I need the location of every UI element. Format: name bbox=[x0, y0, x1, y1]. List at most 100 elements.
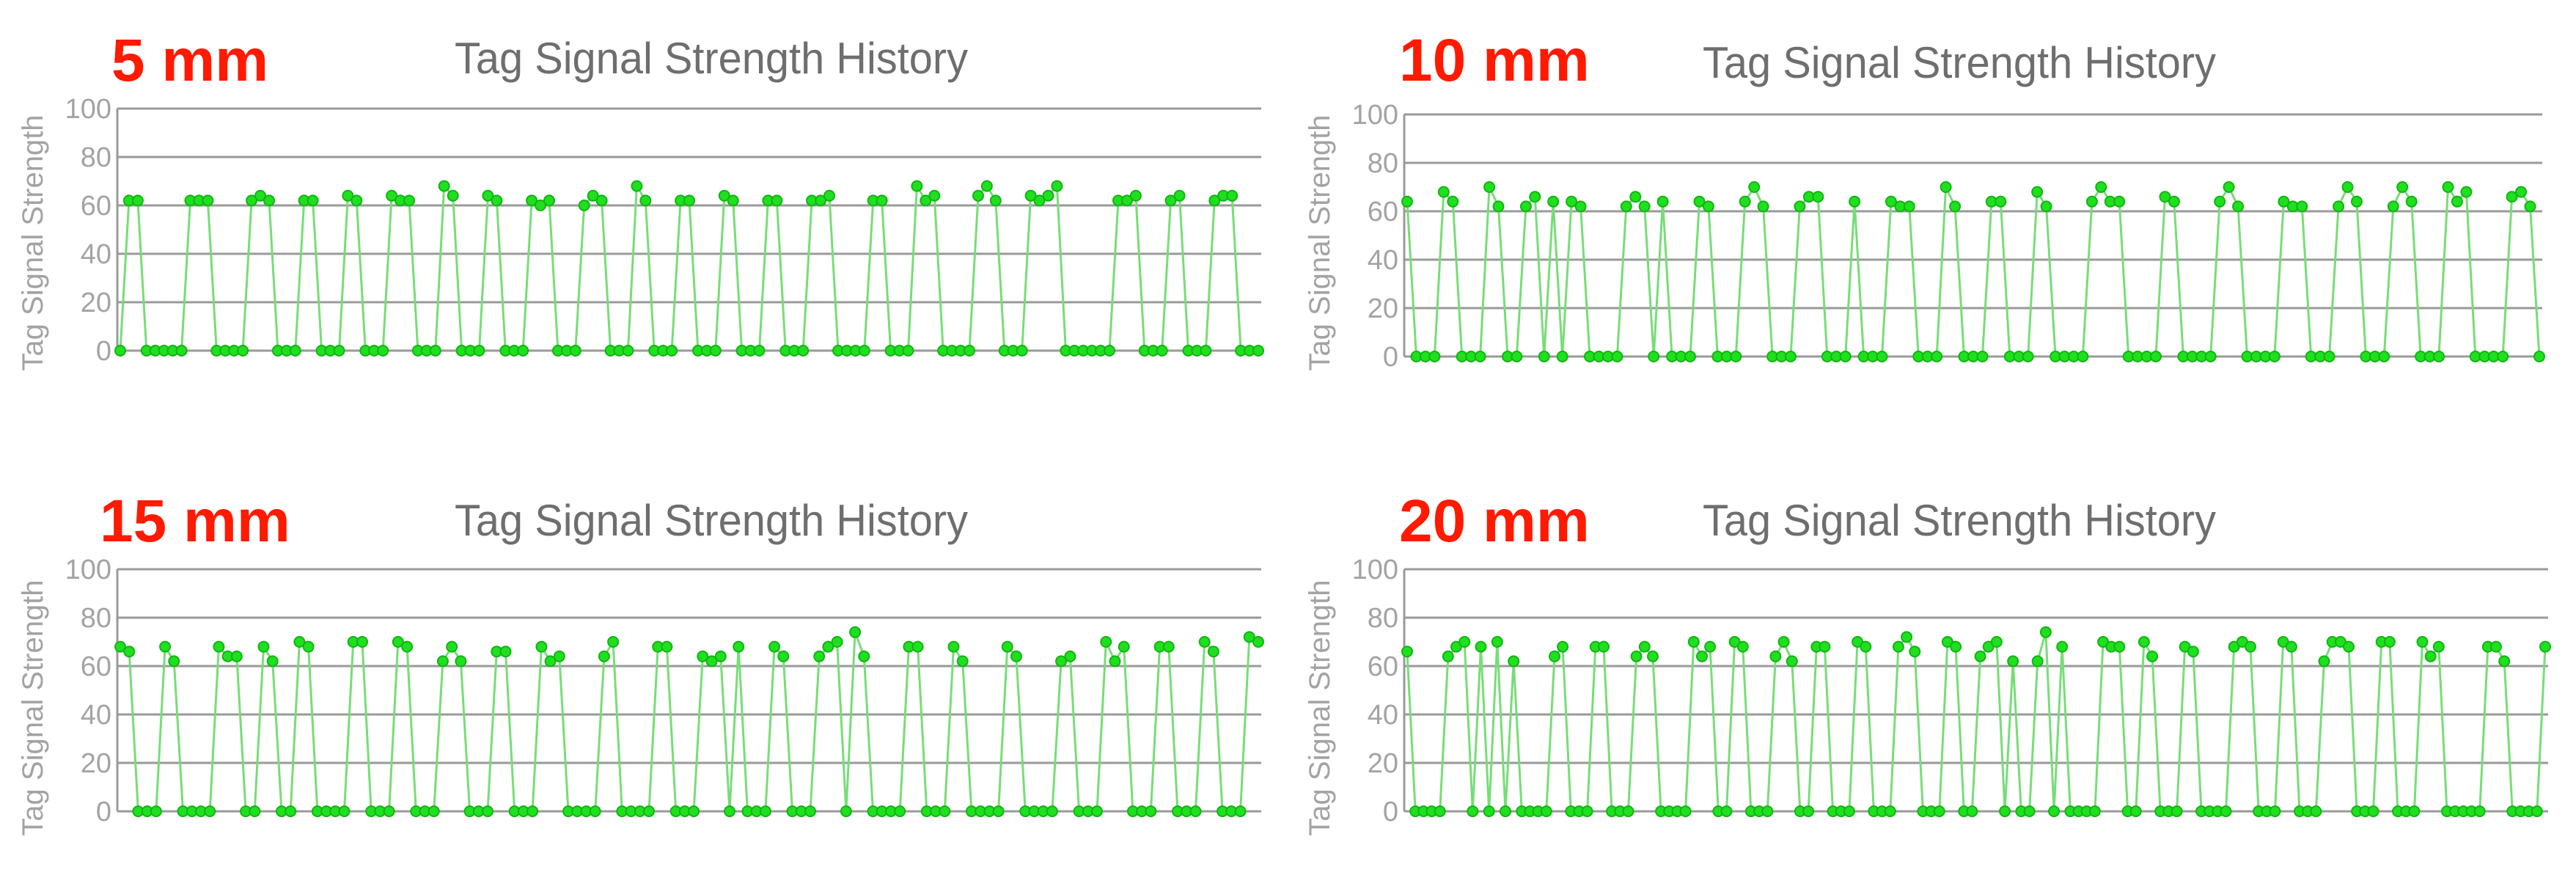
data-point bbox=[643, 805, 655, 817]
data-points bbox=[114, 626, 1264, 817]
data-point bbox=[1252, 345, 1264, 357]
data-point bbox=[446, 640, 458, 653]
data-point bbox=[2223, 181, 2235, 193]
data-point bbox=[1234, 805, 1247, 817]
data-point bbox=[2341, 181, 2354, 193]
data-point bbox=[2056, 640, 2069, 653]
data-point bbox=[1843, 805, 1855, 817]
data-point bbox=[2333, 200, 2345, 213]
data-points bbox=[1401, 626, 2551, 817]
data-point bbox=[473, 345, 485, 357]
data-point bbox=[956, 655, 969, 668]
data-point bbox=[1931, 351, 1943, 362]
data-point bbox=[1730, 351, 1742, 362]
data-point bbox=[1876, 351, 1888, 362]
data-point bbox=[1164, 194, 1177, 207]
data-point bbox=[989, 194, 1002, 207]
data-point bbox=[1999, 805, 2011, 817]
data-point bbox=[2159, 191, 2171, 203]
data-point bbox=[429, 345, 441, 357]
data-point bbox=[1189, 805, 1202, 817]
data-point bbox=[911, 640, 924, 653]
data-point bbox=[771, 194, 783, 207]
data-point bbox=[2268, 351, 2280, 362]
series-line bbox=[119, 185, 1258, 352]
data-point bbox=[1529, 191, 1541, 203]
data-point bbox=[436, 655, 449, 668]
data-point bbox=[213, 640, 225, 653]
data-point bbox=[2515, 186, 2528, 198]
data-point bbox=[1091, 805, 1103, 817]
data-point bbox=[622, 345, 634, 357]
data-point bbox=[666, 345, 678, 357]
data-point bbox=[1109, 655, 1121, 668]
y-tick-label: 40 bbox=[81, 239, 111, 270]
data-point bbox=[2095, 181, 2107, 193]
data-point bbox=[724, 805, 735, 817]
data-point bbox=[1687, 636, 1700, 648]
data-point bbox=[1620, 200, 1632, 213]
data-point bbox=[338, 805, 351, 817]
data-point bbox=[2343, 640, 2355, 653]
data-point bbox=[823, 189, 835, 202]
data-point bbox=[2408, 805, 2421, 817]
data-point bbox=[1794, 200, 1806, 213]
data-point bbox=[2396, 181, 2409, 193]
data-point bbox=[1622, 805, 1634, 817]
data-point bbox=[517, 345, 529, 357]
data-point bbox=[159, 640, 172, 653]
data-point bbox=[2220, 805, 2232, 817]
data-point bbox=[1761, 805, 1774, 817]
data-point bbox=[543, 194, 555, 207]
data-point bbox=[804, 805, 816, 817]
data-point bbox=[1198, 636, 1211, 648]
data-point bbox=[114, 345, 126, 357]
data-point bbox=[1574, 200, 1587, 213]
y-axis-title: Tag Signal Strength bbox=[1304, 580, 1336, 836]
data-point bbox=[2168, 195, 2180, 208]
data-point bbox=[2113, 195, 2126, 208]
data-point bbox=[1156, 345, 1168, 357]
data-point bbox=[428, 805, 440, 817]
data-point bbox=[2323, 351, 2335, 362]
y-tick-label: 20 bbox=[81, 748, 111, 779]
data-point bbox=[2022, 351, 2034, 362]
data-point bbox=[1051, 180, 1063, 192]
y-axis-title: Tag Signal Strength bbox=[1304, 114, 1336, 370]
data-point bbox=[688, 805, 700, 817]
y-tick-label: 100 bbox=[65, 94, 111, 125]
data-point bbox=[705, 655, 718, 668]
data-point bbox=[1540, 805, 1552, 817]
data-point bbox=[928, 189, 941, 202]
data-point bbox=[2539, 640, 2551, 653]
data-point bbox=[1940, 181, 1952, 193]
data-point bbox=[2187, 646, 2199, 658]
data-point bbox=[831, 636, 843, 648]
data-point bbox=[1200, 345, 1212, 357]
data-point bbox=[114, 640, 126, 653]
data-point bbox=[972, 189, 984, 202]
data-point bbox=[1933, 805, 1945, 817]
data-point bbox=[1598, 640, 1610, 653]
chart-label: 10 mm bbox=[1399, 27, 1590, 94]
y-tick-label: 80 bbox=[81, 142, 111, 173]
data-point bbox=[455, 655, 467, 668]
data-point bbox=[1777, 636, 1790, 648]
data-point bbox=[1511, 351, 1523, 362]
data-point bbox=[2285, 640, 2297, 653]
data-point bbox=[2498, 655, 2511, 668]
chart-panel-5mm: 0 20 40 60 80 100 5 mm Tag Signal Strength Hi… bbox=[17, 27, 1264, 371]
data-point bbox=[1467, 805, 1479, 817]
data-point bbox=[482, 805, 493, 817]
data-point bbox=[1974, 650, 1986, 662]
data-point bbox=[1647, 650, 1659, 662]
data-point bbox=[1243, 631, 1255, 643]
data-point bbox=[2424, 650, 2437, 662]
y-axis-title: Tag Signal Strength bbox=[17, 114, 49, 370]
data-point bbox=[1538, 351, 1550, 362]
y-tick-label: 40 bbox=[1368, 245, 1398, 276]
data-point bbox=[2310, 805, 2322, 817]
data-point bbox=[2269, 805, 2281, 817]
data-point bbox=[204, 805, 216, 817]
data-point bbox=[1401, 646, 1413, 658]
